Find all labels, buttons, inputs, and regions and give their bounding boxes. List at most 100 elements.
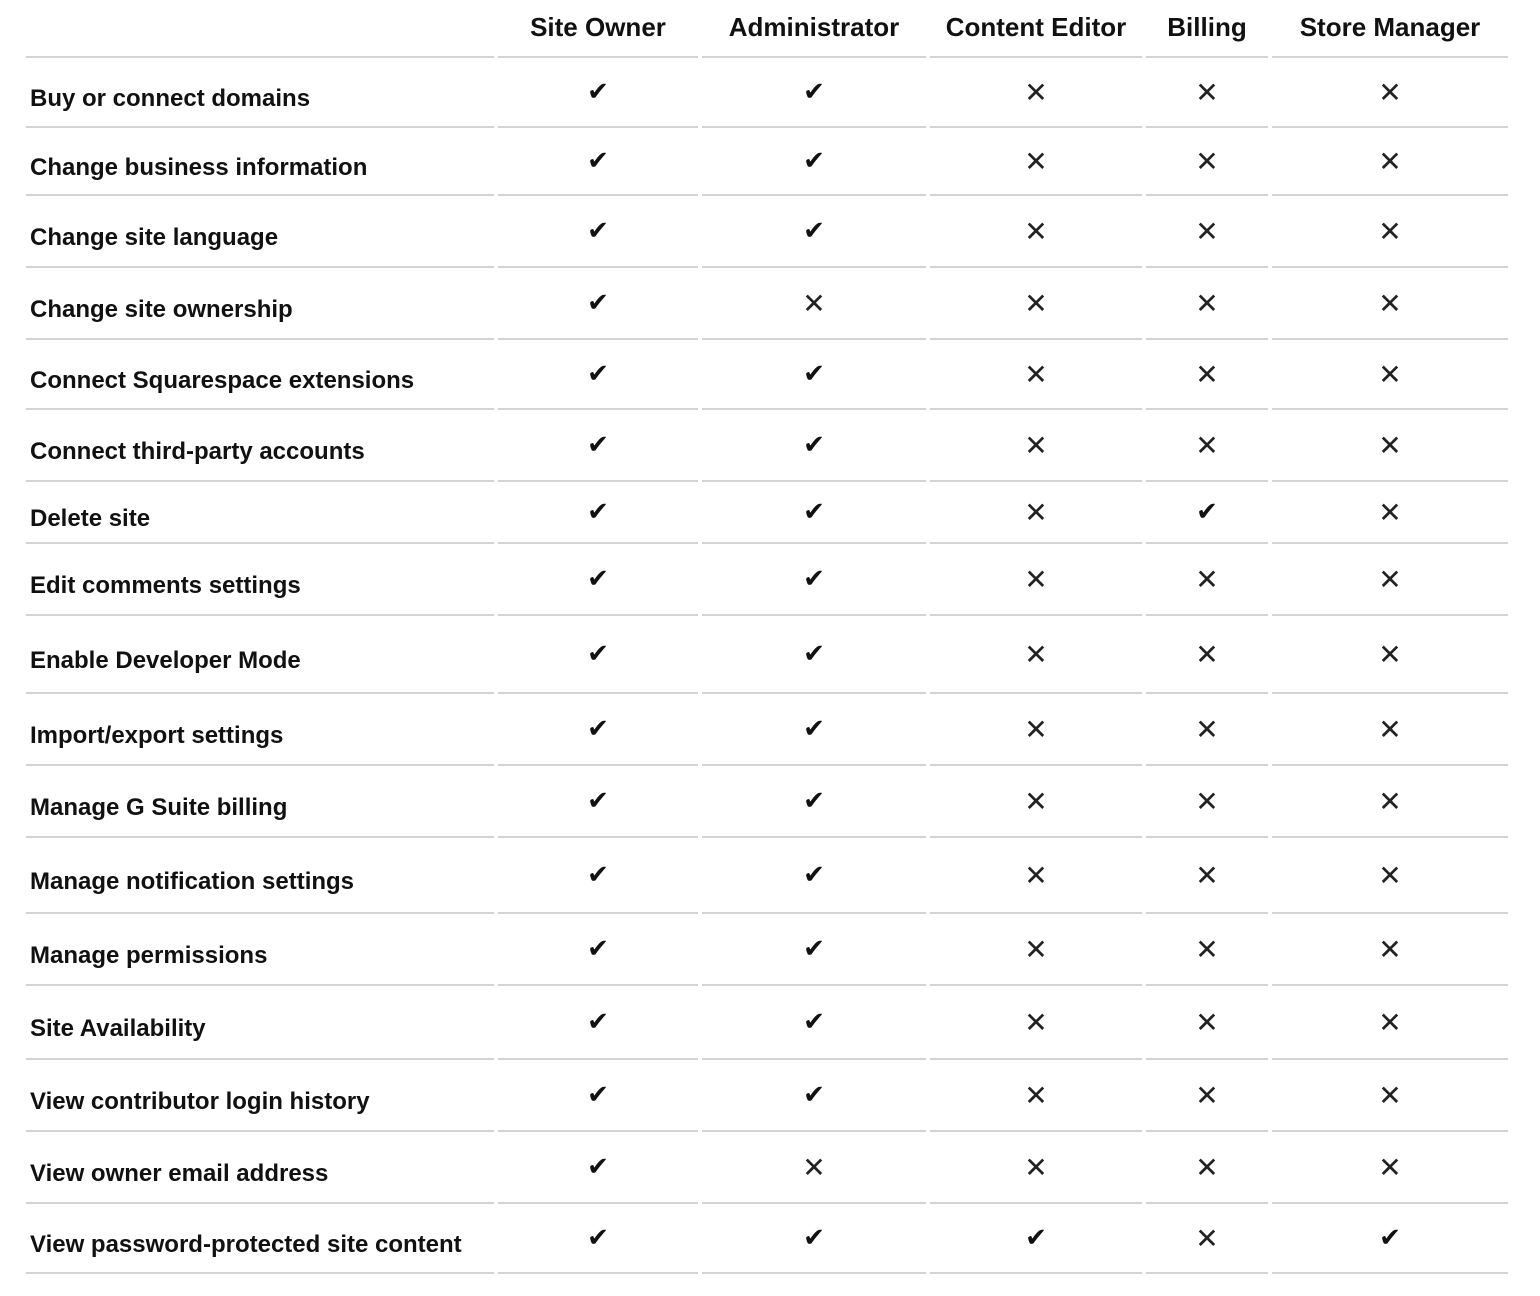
permission-mark: ✕ — [1195, 637, 1219, 671]
permission-mark: ✔ — [587, 359, 609, 389]
permission-mark: ✔ — [587, 497, 609, 527]
permission-cell: ✔ — [702, 340, 926, 410]
permission-cell: ✕ — [1272, 340, 1508, 410]
permission-mark: ✔ — [587, 786, 609, 816]
permission-mark: ✔ — [803, 146, 825, 176]
permission-mark: ✕ — [1195, 1078, 1219, 1112]
permission-mark: ✕ — [1024, 858, 1048, 892]
permission-mark: ✕ — [1378, 495, 1402, 529]
permission-mark: ✔ — [587, 564, 609, 594]
permission-mark: ✕ — [1195, 214, 1219, 248]
permission-mark: ✕ — [1378, 1005, 1402, 1039]
permission-cell: ✕ — [1146, 1060, 1268, 1132]
permission-mark: ✕ — [1024, 562, 1048, 596]
permission-mark: ✔ — [1196, 497, 1218, 527]
permission-mark: ✕ — [1195, 858, 1219, 892]
permission-mark: ✕ — [802, 1150, 826, 1184]
permission-cell: ✔ — [702, 1060, 926, 1132]
row-label: Buy or connect domains — [26, 58, 494, 128]
permission-mark: ✕ — [1024, 357, 1048, 391]
permission-mark: ✕ — [1195, 712, 1219, 746]
permission-mark: ✕ — [1195, 144, 1219, 178]
permissions-table: Site Owner Administrator Content Editor Bil… — [22, 0, 1512, 1274]
permission-cell: ✕ — [930, 58, 1142, 128]
permission-cell: ✔ — [702, 766, 926, 838]
table-header: Site Owner Administrator Content Editor Bil… — [26, 0, 1508, 58]
permission-mark: ✕ — [1378, 562, 1402, 596]
permission-mark: ✕ — [1024, 428, 1048, 462]
permission-cell: ✔ — [498, 410, 698, 482]
permission-mark: ✕ — [1195, 1221, 1219, 1255]
permission-cell: ✕ — [702, 1132, 926, 1204]
column-header: Content Editor — [930, 0, 1142, 58]
permission-cell: ✔ — [702, 616, 926, 694]
permission-mark: ✔ — [803, 786, 825, 816]
table-body: Buy or connect domains ✔ ✔ ✕ ✕ ✕ Change busine… — [26, 58, 1508, 1274]
column-header: Administrator — [702, 0, 926, 58]
permission-cell: ✕ — [1272, 410, 1508, 482]
permission-cell: ✕ — [930, 766, 1142, 838]
permission-cell: ✕ — [930, 838, 1142, 914]
column-header: Store Manager — [1272, 0, 1508, 58]
permission-mark: ✔ — [587, 639, 609, 669]
row-label: Change business information — [26, 128, 494, 196]
permission-mark: ✕ — [1024, 1005, 1048, 1039]
permission-cell: ✕ — [1146, 128, 1268, 196]
row-label: View contributor login history — [26, 1060, 494, 1132]
permission-cell: ✔ — [498, 482, 698, 544]
permission-cell: ✔ — [498, 1060, 698, 1132]
permission-cell: ✕ — [1146, 1132, 1268, 1204]
permission-mark: ✕ — [1378, 357, 1402, 391]
permission-cell: ✕ — [930, 196, 1142, 268]
permission-cell: ✕ — [1146, 268, 1268, 340]
permission-row: Manage permissions ✔ ✔ ✕ ✕ ✕ — [26, 914, 1508, 986]
permission-cell: ✔ — [498, 616, 698, 694]
row-label: View owner email address — [26, 1132, 494, 1204]
permission-mark: ✔ — [803, 639, 825, 669]
permission-cell: ✔ — [498, 196, 698, 268]
permission-mark: ✔ — [1025, 1223, 1047, 1253]
permission-cell: ✔ — [702, 410, 926, 482]
permission-mark: ✔ — [803, 1007, 825, 1037]
permission-row: Edit comments settings ✔ ✔ ✕ ✕ ✕ — [26, 544, 1508, 616]
permission-cell: ✕ — [1272, 1132, 1508, 1204]
permission-cell: ✔ — [498, 694, 698, 766]
permission-cell: ✕ — [702, 268, 926, 340]
permission-mark: ✔ — [587, 288, 609, 318]
permission-cell: ✕ — [1272, 838, 1508, 914]
permission-cell: ✕ — [1272, 616, 1508, 694]
permission-cell: ✕ — [930, 482, 1142, 544]
permission-mark: ✕ — [1024, 214, 1048, 248]
row-label: Change site ownership — [26, 268, 494, 340]
permission-mark: ✕ — [1024, 637, 1048, 671]
permission-cell: ✕ — [1146, 410, 1268, 482]
permission-mark: ✕ — [1378, 1150, 1402, 1184]
permission-row: Manage notification settings ✔ ✔ ✕ ✕ ✕ — [26, 838, 1508, 914]
permission-cell: ✔ — [498, 268, 698, 340]
permission-cell: ✔ — [702, 1204, 926, 1274]
permission-row: Change business information ✔ ✔ ✕ ✕ ✕ — [26, 128, 1508, 196]
permission-row: View password-protected site content ✔ ✔ ✔ ✕… — [26, 1204, 1508, 1274]
permission-mark: ✔ — [803, 430, 825, 460]
permission-mark: ✕ — [1195, 286, 1219, 320]
permission-mark: ✔ — [587, 1152, 609, 1182]
permission-row: Import/export settings ✔ ✔ ✕ ✕ ✕ — [26, 694, 1508, 766]
permission-mark: ✔ — [803, 359, 825, 389]
permission-mark: ✕ — [1378, 428, 1402, 462]
permission-mark: ✔ — [587, 77, 609, 107]
permission-cell: ✔ — [702, 196, 926, 268]
permission-cell: ✔ — [498, 1132, 698, 1204]
permission-mark: ✔ — [803, 860, 825, 890]
permission-cell: ✕ — [1146, 544, 1268, 616]
permission-mark: ✔ — [587, 860, 609, 890]
row-label: Enable Developer Mode — [26, 616, 494, 694]
permission-cell: ✔ — [702, 58, 926, 128]
permission-mark: ✕ — [1378, 712, 1402, 746]
permission-cell: ✕ — [930, 1132, 1142, 1204]
permission-row: Change site ownership ✔ ✕ ✕ ✕ ✕ — [26, 268, 1508, 340]
permission-cell: ✕ — [1272, 1060, 1508, 1132]
permission-mark: ✔ — [587, 146, 609, 176]
permission-mark: ✔ — [803, 934, 825, 964]
permission-mark: ✕ — [1378, 75, 1402, 109]
permission-cell: ✕ — [1146, 914, 1268, 986]
